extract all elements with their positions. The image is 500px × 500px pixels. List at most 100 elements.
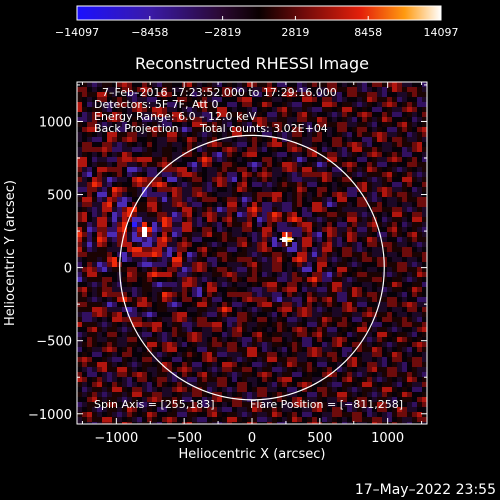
heatmap-cell bbox=[227, 327, 232, 332]
heatmap-cell bbox=[147, 292, 152, 297]
heatmap-cell bbox=[77, 357, 82, 362]
heatmap-cell bbox=[287, 252, 292, 257]
heatmap-cell bbox=[232, 212, 237, 217]
heatmap-cell bbox=[382, 162, 387, 167]
heatmap-cell bbox=[207, 187, 212, 192]
heatmap-cell bbox=[127, 277, 132, 282]
heatmap-cell bbox=[192, 332, 197, 337]
heatmap-cell bbox=[407, 102, 412, 107]
heatmap-cell bbox=[252, 252, 257, 257]
heatmap-cell bbox=[237, 232, 242, 237]
heatmap-cell bbox=[162, 157, 167, 162]
heatmap-cell bbox=[262, 187, 267, 192]
heatmap-cell bbox=[152, 147, 157, 152]
heatmap-cell bbox=[337, 137, 342, 142]
heatmap-cell bbox=[267, 167, 272, 172]
heatmap-cell bbox=[122, 117, 127, 122]
heatmap-cell bbox=[162, 257, 167, 262]
heatmap-cell bbox=[87, 142, 92, 147]
heatmap-cell bbox=[282, 377, 287, 382]
heatmap-cell bbox=[312, 222, 317, 227]
heatmap-cell bbox=[362, 387, 367, 392]
heatmap-cell bbox=[107, 157, 112, 162]
heatmap-cell bbox=[132, 117, 137, 122]
heatmap-cell bbox=[242, 212, 247, 217]
heatmap-cell bbox=[337, 192, 342, 197]
heatmap-cell bbox=[372, 217, 377, 222]
heatmap-cell bbox=[112, 252, 117, 257]
heatmap-cell bbox=[192, 317, 197, 322]
heatmap-cell bbox=[132, 272, 137, 277]
heatmap-cell bbox=[212, 307, 217, 312]
heatmap-cell bbox=[327, 322, 332, 327]
heatmap-cell bbox=[177, 372, 182, 377]
heatmap-cell bbox=[287, 232, 292, 237]
heatmap-cell bbox=[77, 402, 82, 407]
heatmap-cell bbox=[82, 387, 87, 392]
heatmap-cell bbox=[337, 82, 342, 87]
heatmap-cell bbox=[382, 207, 387, 212]
heatmap-cell bbox=[207, 92, 212, 97]
heatmap-cell bbox=[317, 322, 322, 327]
heatmap-cell bbox=[422, 357, 427, 362]
heatmap-cell bbox=[377, 382, 382, 387]
heatmap-cell bbox=[397, 212, 402, 217]
heatmap-cell bbox=[172, 397, 177, 402]
heatmap-cell bbox=[382, 387, 387, 392]
heatmap-cell bbox=[262, 377, 267, 382]
heatmap-cell bbox=[207, 247, 212, 252]
heatmap-cell bbox=[272, 87, 277, 92]
heatmap-cell bbox=[287, 412, 292, 417]
heatmap-cell bbox=[392, 232, 397, 237]
heatmap-cell bbox=[297, 212, 302, 217]
heatmap-cell bbox=[412, 282, 417, 287]
heatmap-cell bbox=[337, 332, 342, 337]
heatmap-cell bbox=[347, 107, 352, 112]
heatmap-cell bbox=[207, 332, 212, 337]
heatmap-cell bbox=[267, 177, 272, 182]
heatmap-cell bbox=[272, 112, 277, 117]
heatmap-cell bbox=[262, 287, 267, 292]
heatmap-cell bbox=[82, 277, 87, 282]
heatmap-cell bbox=[117, 202, 122, 207]
heatmap-cell bbox=[312, 292, 317, 297]
heatmap-cell bbox=[362, 282, 367, 287]
heatmap-cell bbox=[382, 372, 387, 377]
heatmap-cell bbox=[252, 92, 257, 97]
heatmap-cell bbox=[327, 292, 332, 297]
heatmap-cell bbox=[257, 132, 262, 137]
heatmap-cell bbox=[382, 232, 387, 237]
heatmap-cell bbox=[312, 247, 317, 252]
heatmap-cell bbox=[342, 237, 347, 242]
heatmap-cell bbox=[382, 172, 387, 177]
heatmap-cell bbox=[227, 287, 232, 292]
heatmap-cell bbox=[137, 237, 142, 242]
heatmap-cell bbox=[307, 172, 312, 177]
heatmap-cell bbox=[352, 262, 357, 267]
heatmap-cell bbox=[137, 172, 142, 177]
heatmap-cell bbox=[307, 347, 312, 352]
heatmap-cell bbox=[402, 182, 407, 187]
heatmap-cell bbox=[102, 347, 107, 352]
heatmap-cell bbox=[287, 127, 292, 132]
heatmap-cell bbox=[237, 207, 242, 212]
heatmap-cell bbox=[182, 282, 187, 287]
heatmap-cell bbox=[257, 257, 262, 262]
heatmap-cell bbox=[412, 87, 417, 92]
heatmap-cell bbox=[287, 202, 292, 207]
heatmap-cell bbox=[202, 232, 207, 237]
heatmap-cell bbox=[267, 172, 272, 177]
heatmap-cell bbox=[112, 197, 117, 202]
heatmap-cell bbox=[92, 92, 97, 97]
heatmap-cell bbox=[352, 377, 357, 382]
heatmap-cell bbox=[332, 147, 337, 152]
heatmap-cell bbox=[177, 397, 182, 402]
heatmap-cell bbox=[352, 177, 357, 182]
heatmap-cell bbox=[407, 247, 412, 252]
heatmap-cell bbox=[117, 187, 122, 192]
heatmap-cell bbox=[302, 192, 307, 197]
heatmap-cell bbox=[422, 207, 427, 212]
heatmap-cell bbox=[82, 137, 87, 142]
heatmap-cell bbox=[217, 242, 222, 247]
heatmap-cell bbox=[312, 262, 317, 267]
